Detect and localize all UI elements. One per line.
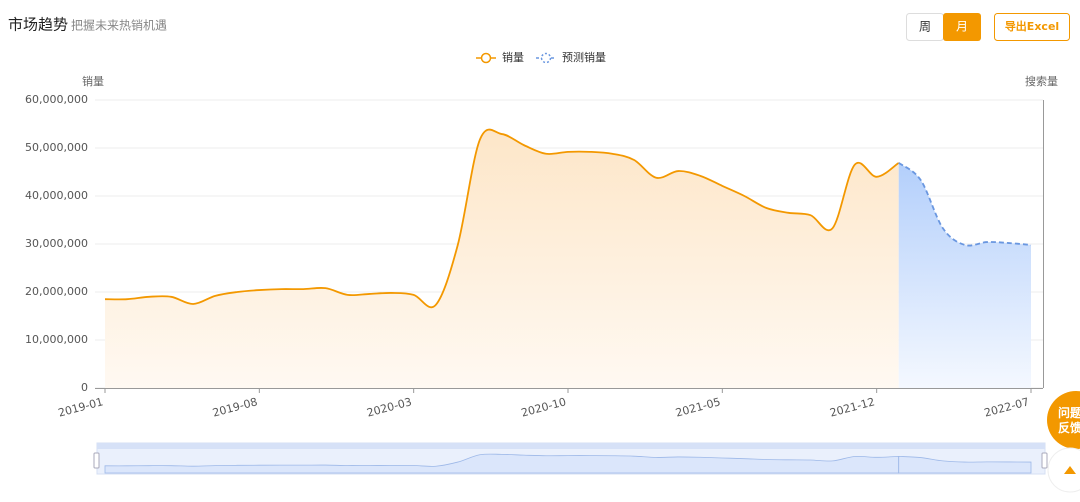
zoom-handle[interactable] <box>1041 452 1048 469</box>
zoom-slider-bar[interactable] <box>97 443 1045 449</box>
x-tick-label: 2020-03 <box>365 395 413 419</box>
area <box>898 162 1031 388</box>
x-tick-label: 2021-05 <box>674 395 722 419</box>
legend-marker <box>480 52 492 64</box>
export-button[interactable] <box>994 13 1070 41</box>
feedback-line: 反馈 <box>1058 420 1080 435</box>
week-label: 周 <box>919 20 931 34</box>
x-tick-label: 2019-01 <box>57 395 105 419</box>
page-subtitle: 把握未来热销机遇 <box>71 18 167 33</box>
feedback-label: 问题反馈 <box>1058 405 1080 435</box>
line <box>104 128 900 309</box>
feedback-button[interactable] <box>1047 391 1080 449</box>
x-tick-label: 2019-08 <box>211 395 259 419</box>
line <box>898 162 1032 247</box>
zoom-handle[interactable] <box>93 452 100 469</box>
area <box>105 129 899 388</box>
legend-label: 销量 <box>502 50 524 64</box>
x-tick-label: 2020-10 <box>520 395 568 419</box>
y-tick-label: 10,000,000 <box>25 333 88 346</box>
y-tick-label: 30,000,000 <box>25 237 88 250</box>
month-label: 月 <box>956 20 968 34</box>
y-tick-label: 40,000,000 <box>25 189 88 202</box>
export-label: 导出Excel <box>1005 19 1059 33</box>
y2-axis-title: 搜索量 <box>1025 74 1058 88</box>
feedback-line: 问题 <box>1058 405 1080 420</box>
overview-line <box>898 455 1032 474</box>
scroll-top-icon <box>1064 466 1076 474</box>
scroll-top-button[interactable] <box>1047 447 1080 493</box>
page-title: 市场趋势 <box>8 16 68 34</box>
y-axis-title: 销量 <box>82 74 104 88</box>
x-tick-label: 2022-07 <box>983 395 1031 419</box>
overview-line <box>104 453 900 474</box>
month-button[interactable] <box>943 13 981 41</box>
legend-label: 预测销量 <box>562 50 606 64</box>
y-tick-label: 0 <box>81 381 88 394</box>
x-tick-label: 2021-12 <box>828 395 876 419</box>
y-tick-label: 60,000,000 <box>25 93 88 106</box>
legend-marker <box>540 52 552 64</box>
y-tick-label: 20,000,000 <box>25 285 88 298</box>
y-tick-label: 50,000,000 <box>25 141 88 154</box>
